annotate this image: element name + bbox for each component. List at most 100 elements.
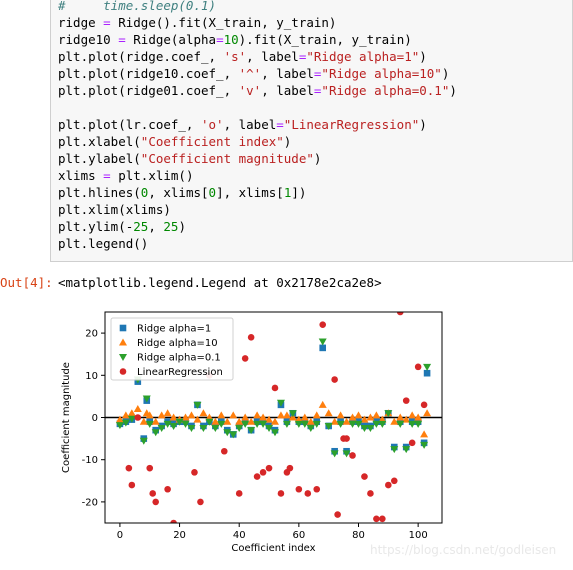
matplotlib-chart: 0 20 40 60 80 100 -20 -10 0 10 20 Coefficient index… [61, 305, 443, 554]
data-point-ridge-alpha-10 [342, 417, 351, 425]
data-point-ridge-alpha-10 [306, 417, 315, 425]
code-line: ridge = Ridge().fit(X_train, y_train) [58, 15, 337, 30]
code-line: xlims = plt.xlim() [58, 168, 194, 183]
code-line: plt.ylim(-25, 25) [58, 219, 186, 234]
data-point-ridge-alpha-0-1 [235, 425, 244, 433]
data-point-linearregression [241, 355, 249, 362]
data-point-ridge-alpha-0-1 [187, 425, 196, 433]
data-point-ridge-alpha-0-1 [199, 425, 208, 433]
y-axis-label: Coefficient magnitude [61, 362, 72, 473]
data-point-linearregression [220, 447, 228, 455]
data-point-ridge-alpha-10 [324, 409, 333, 417]
legend-marker [119, 338, 127, 346]
data-point-linearregression [286, 464, 294, 472]
data-point-linearregression [379, 515, 386, 523]
data-point-ridge-alpha-0-1 [390, 446, 399, 454]
data-point-ridge-alpha-0-1 [229, 431, 238, 439]
plot-frame-border [104, 311, 443, 524]
data-point-ridge-alpha-0-1 [282, 420, 291, 428]
data-point-ridge-alpha-0-1 [414, 420, 423, 428]
data-point-linearregression [367, 490, 374, 497]
data-point-ridge-alpha-0-1 [241, 420, 250, 428]
data-point-ridge-alpha-0-1 [318, 338, 327, 346]
data-point-ridge-alpha-0-1 [372, 420, 381, 428]
x-tick-label: 0 [117, 530, 123, 541]
data-point-ridge-alpha-0-1 [181, 420, 190, 428]
data-point-ridge-alpha-10 [300, 413, 309, 421]
code-line: plt.hlines(0, xlims[0], xlims[1]) [58, 185, 307, 200]
code-line: plt.xlim(xlims) [58, 202, 171, 217]
data-point-linearregression [197, 498, 204, 506]
data-point-linearregression [191, 469, 198, 476]
data-point-ridge-alpha-10 [423, 409, 432, 417]
data-point-ridge-alpha-0-1 [121, 419, 130, 427]
legend-marker [119, 324, 127, 332]
data-point-linearregression [164, 485, 171, 493]
data-point-ridge-alpha-10 [247, 417, 256, 425]
legend-marker [119, 368, 127, 375]
code-line: ridge10 = Ridge(alpha=10).fit(X_train, y… [58, 32, 412, 47]
x-tick-label: 100 [409, 530, 428, 541]
data-point-ridge-alpha-0-1 [142, 395, 151, 403]
data-point-linearregression [408, 439, 416, 447]
data-point-ridge-alpha-10 [229, 411, 238, 419]
data-point-ridge-alpha-0-1 [288, 410, 297, 418]
data-point-ridge-alpha-0-1 [169, 422, 178, 430]
data-point-ridge-alpha-10 [217, 411, 226, 419]
data-point-ridge-alpha-0-1 [175, 418, 184, 426]
data-point-ridge-alpha-10 [139, 417, 148, 425]
data-point-ridge-alpha-10 [193, 415, 202, 423]
code-line: plt.plot(ridge10.coef_, '^', label="Ridg… [58, 66, 450, 81]
data-point-linearregression [402, 397, 410, 404]
legend-label: Ridge alpha=0.1 [137, 353, 221, 364]
data-point-ridge-alpha-10 [270, 417, 279, 425]
data-point-ridge-alpha-0-1 [300, 420, 309, 428]
data-point-ridge-alpha-0-1 [360, 425, 369, 433]
data-point-ridge-alpha-10 [199, 409, 208, 417]
data-point-ridge-alpha-0-1 [270, 429, 279, 437]
data-point-ridge-alpha-10 [253, 411, 262, 419]
data-point-ridge-alpha-0-1 [211, 425, 220, 433]
data-point-linearregression [325, 305, 332, 307]
code-cell[interactable]: # time.sleep(0.1) ridge = Ridge().fit(X_t… [50, 0, 573, 262]
data-point-ridge-alpha-0-1 [342, 450, 351, 458]
code-line: plt.ylabel("Coefficient magnitude") [58, 151, 322, 166]
data-point-linearregression [253, 473, 261, 480]
data-point-linearregression [295, 485, 303, 493]
data-point-ridge-alpha-10 [223, 417, 232, 425]
x-tick-label: 60 [292, 530, 305, 541]
data-point-ridge-alpha-0-1 [348, 420, 357, 428]
x-tick-label: 80 [352, 530, 365, 541]
data-point-linearregression [265, 464, 273, 472]
data-point-ridge-alpha-10 [211, 417, 220, 425]
data-point-ridge-alpha-10 [354, 411, 363, 419]
data-point-ridge-alpha-10 [259, 413, 268, 421]
data-point-linearregression [277, 490, 285, 497]
data-point-linearregression [331, 376, 338, 383]
x-axis-label: Coefficient index [231, 543, 315, 554]
data-point-ridge-alpha-0-1 [354, 420, 363, 428]
watermark: https://blog.csdn.net/godleisen [370, 543, 557, 557]
data-point-ridge-alpha-0-1 [265, 425, 274, 433]
data-point-ridge-alpha-0-1 [396, 420, 405, 428]
data-point-ridge-alpha-0-1 [324, 422, 333, 430]
data-point-ridge-alpha-10 [187, 411, 196, 419]
data-point-ridge-alpha-10 [282, 411, 291, 419]
data-point-linearregression [304, 490, 312, 497]
data-point-ridge-alpha-0-1 [259, 420, 268, 428]
data-point-ridge-alpha-10 [348, 413, 357, 421]
data-point-ridge-alpha-0-1 [139, 437, 148, 445]
data-point-ridge-alpha-0-1 [205, 418, 214, 426]
data-point-ridge-alpha-10 [366, 413, 375, 421]
data-point-ridge-alpha-0-1 [312, 420, 321, 428]
output-prompt: Out[4]: [0, 275, 53, 290]
legend-label: Ridge alpha=1 [137, 324, 211, 335]
code-line: plt.plot(ridge01.coef_, 'v', label="Ridg… [58, 83, 457, 98]
data-point-ridge-alpha-10 [390, 417, 399, 425]
data-point-ridge-alpha-0-1 [151, 429, 160, 437]
y-tick-label: 20 [85, 329, 98, 340]
data-point-linearregression [247, 334, 255, 341]
data-point-ridge-alpha-1 [319, 344, 327, 352]
data-point-linearregression [334, 511, 341, 518]
data-point-ridge-alpha-10 [121, 411, 130, 419]
